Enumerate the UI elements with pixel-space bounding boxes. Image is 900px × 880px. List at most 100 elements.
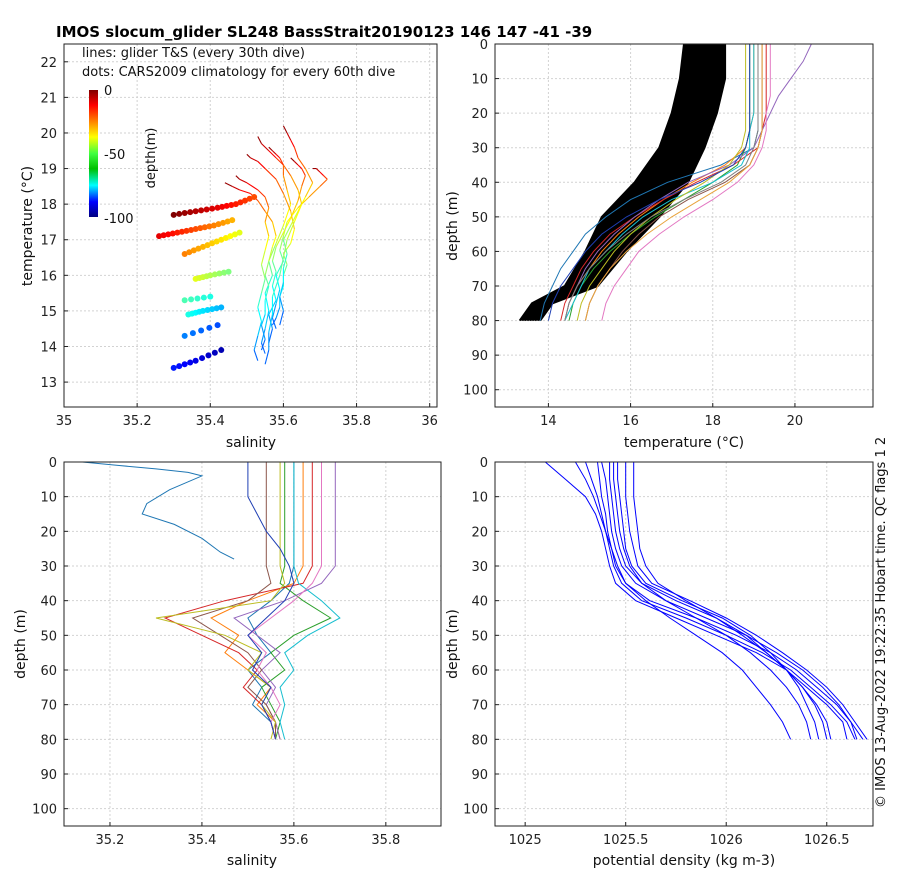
ts-glider-segment — [282, 175, 288, 191]
td-climatology-line — [536, 43, 721, 322]
ts-climatology-dot — [211, 271, 218, 278]
ts-glider-segment — [239, 189, 251, 194]
ts-climatology-dot — [198, 327, 205, 334]
ts-climatology-dot — [181, 250, 188, 257]
ts-glider-segment — [304, 168, 314, 184]
ts-glider-segment — [264, 236, 270, 251]
ts-glider-segment — [260, 264, 266, 280]
ts-climatology-dot — [236, 229, 243, 236]
dd-y-ticks: 0 10 20 30 40 50 60 70 80 90 100 — [463, 456, 499, 818]
dd-density-profile — [574, 461, 856, 740]
ts-glider-segment — [264, 260, 270, 276]
ts-x-ticks: 35 35.2 35.4 35.6 35.8 36 — [56, 403, 438, 429]
ts-glider-segment — [293, 161, 299, 166]
ts-climatology-dot — [187, 209, 194, 216]
ts-climatology-dot — [190, 247, 197, 254]
ts-climatology-dot — [178, 228, 185, 235]
dd-ytick-label: 60 — [471, 664, 488, 679]
dd-xtick-label: 1026.5 — [804, 833, 850, 848]
dd-profiles — [544, 461, 868, 740]
td-ytick-label: 80 — [471, 315, 488, 330]
ts-climatology-dot — [156, 233, 163, 240]
ts-glider-segment — [260, 328, 266, 344]
td-glider-profile — [601, 44, 771, 321]
ts-climatology-dot — [203, 206, 210, 213]
ts-climatology-dot — [188, 296, 195, 303]
ts-glider-segment — [271, 317, 277, 326]
sd-ytick-label: 60 — [40, 664, 57, 679]
ts-axes-frame — [63, 43, 438, 408]
ts-climatology-dot — [207, 293, 214, 300]
ts-climatology-dot — [181, 297, 188, 304]
ts-glider-segment — [290, 139, 295, 148]
ts-climatology-dot — [225, 268, 232, 275]
ts-climatology-dot — [199, 307, 206, 314]
sd-glider-profile — [279, 462, 341, 740]
ts-glider-segment — [272, 150, 277, 155]
ts-glider-segment — [323, 175, 328, 180]
td-ytick-label: 40 — [471, 176, 488, 191]
td-ytick-label: 70 — [471, 280, 488, 295]
sd-ytick-label: 90 — [40, 768, 57, 783]
ts-climatology-dot — [251, 194, 258, 201]
ts-climatology-dot — [199, 243, 206, 250]
dd-ytick-label: 100 — [463, 803, 488, 818]
ts-glider-segment — [268, 246, 273, 262]
sd-axes-frame — [63, 461, 442, 827]
ts-glider-segment — [297, 189, 303, 205]
ts-glider-segment — [257, 307, 263, 322]
dd-density-profile — [597, 461, 792, 740]
td-xlabel: temperature (°C) — [624, 435, 744, 451]
td-glider-profile — [547, 44, 751, 321]
sd-ytick-label: 100 — [32, 803, 57, 818]
ts-climatology-dot — [192, 208, 199, 215]
ts-glider-segment — [271, 235, 277, 248]
sd-surface-intrusion — [82, 461, 235, 560]
ts-climatology-dot — [242, 197, 249, 204]
ts-glider-segment — [271, 246, 277, 262]
dd-ytick-label: 20 — [471, 525, 488, 540]
ts-climatology-dot — [192, 357, 199, 364]
sd-xtick-label: 35.6 — [279, 833, 308, 848]
dd-ytick-label: 80 — [471, 733, 488, 748]
ts-glider-segment — [282, 239, 288, 258]
ts-ytick-label: 13 — [40, 376, 57, 391]
ts-glider-segment — [260, 250, 266, 265]
ts-glider-segment — [290, 175, 299, 191]
ts-climatology-dot — [218, 347, 225, 354]
ts-glider-segment — [279, 282, 284, 297]
ts-ytick-label: 21 — [40, 91, 57, 106]
ts-glider-segment — [271, 317, 277, 329]
dd-density-profile — [625, 462, 868, 740]
dd-xtick-label: 1025.5 — [603, 833, 649, 848]
ts-glider-segment — [282, 221, 288, 237]
ts-glider-segment — [250, 157, 259, 162]
ts-glider-segment — [297, 196, 310, 209]
colorbar-label: depth(m) — [144, 128, 159, 189]
depth-colorbar: 0 -50 -100 depth(m) — [89, 84, 159, 227]
ts-xtick-label: 35.8 — [342, 414, 371, 429]
ts-glider-segment — [275, 307, 281, 319]
dd-density-profile — [585, 461, 858, 740]
ts-climatology-dot — [227, 233, 234, 240]
td-ytick-label: 20 — [471, 107, 488, 122]
td-ylabel: depth (m) — [445, 191, 461, 261]
ts-climatology-dot — [229, 217, 236, 224]
ts-climatology-dot — [186, 249, 193, 256]
ts-glider-segment — [275, 275, 281, 290]
ts-glider-segment — [268, 260, 273, 276]
ts-climatology-dot — [214, 204, 221, 211]
dd-ylabel: depth (m) — [445, 609, 461, 679]
ts-glider-segment — [264, 349, 270, 365]
ts-glider-segment — [282, 125, 288, 134]
td-xtick-label: 16 — [622, 414, 639, 429]
ts-climatology-dot — [181, 361, 188, 368]
ts-glider-segment — [271, 285, 277, 301]
ts-glider-segment — [282, 225, 292, 240]
ts-xlabel: salinity — [226, 435, 276, 451]
ts-climatology-dot — [237, 199, 244, 206]
ts-climatology-dot — [209, 306, 216, 313]
ts-glider-segment — [290, 211, 299, 226]
dd-xtick-label: 1025 — [509, 833, 542, 848]
ts-climatology-dot — [214, 322, 221, 329]
